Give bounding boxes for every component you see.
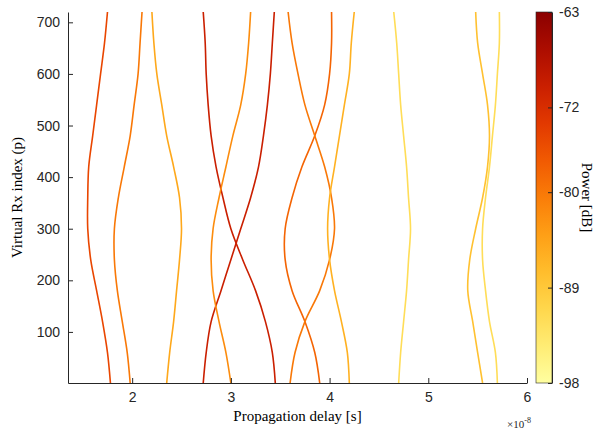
tick-label: 3 xyxy=(227,389,235,405)
y-axis: 100 200 300 400 500 600 700 xyxy=(37,13,73,384)
tick-label: 700 xyxy=(37,14,61,30)
tick: 2 xyxy=(129,378,137,405)
tick: -89 xyxy=(548,280,579,296)
tick: -72 xyxy=(548,99,579,115)
tick: 100 xyxy=(37,324,73,340)
tick-label: 400 xyxy=(37,169,61,185)
colorbar-axis: -63 -72 -80 -89 -98 xyxy=(548,4,579,391)
tick-mark xyxy=(548,383,552,384)
tick-label: 5 xyxy=(425,389,433,405)
trace xyxy=(394,12,411,383)
tick-label: -63 xyxy=(559,4,579,20)
x-axis-title: Propagation delay [s] xyxy=(233,408,361,424)
tick-label: 6 xyxy=(524,389,532,405)
tick: 3 xyxy=(227,378,235,405)
tick: 5 xyxy=(425,378,433,405)
tick-mark xyxy=(68,177,73,178)
x-multiplier-exponent: -8 xyxy=(524,416,531,425)
trace xyxy=(114,12,142,383)
trace xyxy=(482,12,499,383)
plot-area xyxy=(68,12,527,383)
colorbar-axis-line xyxy=(552,13,553,384)
tick-label: 4 xyxy=(326,389,334,405)
x-multiplier-base: ×10 xyxy=(507,418,525,430)
y-axis-title: Virtual Rx index (p) xyxy=(9,137,26,258)
tick-mark xyxy=(548,12,552,13)
traces xyxy=(87,12,499,383)
tick-label: 300 xyxy=(37,221,61,237)
tick: 6 xyxy=(524,378,532,405)
trace xyxy=(284,12,331,383)
y-axis-line xyxy=(68,13,69,384)
colorbar-title: Power [dB] xyxy=(579,163,595,233)
tick-label: 200 xyxy=(37,272,61,288)
tick: -98 xyxy=(548,375,579,391)
tick-mark xyxy=(428,378,429,383)
tick-label: 100 xyxy=(37,324,61,340)
tick: 700 xyxy=(37,14,73,30)
trace xyxy=(203,12,274,383)
colorbar xyxy=(536,12,552,383)
x-axis: 2 3 4 5 6 xyxy=(69,378,532,405)
tick: -63 xyxy=(548,4,579,20)
trace xyxy=(87,12,110,383)
x-axis-line xyxy=(69,383,528,384)
chart: 2 3 4 5 6 100 200 300 400 500 600 700 Propagation de… xyxy=(0,0,596,443)
tick-mark xyxy=(68,229,73,230)
tick-label: 2 xyxy=(129,389,137,405)
tick: 200 xyxy=(37,272,73,288)
tick-mark xyxy=(68,332,73,333)
trace xyxy=(152,12,182,383)
tick-label: -80 xyxy=(559,184,579,200)
tick-mark xyxy=(330,378,331,383)
trace xyxy=(211,12,250,383)
tick: 400 xyxy=(37,169,73,185)
tick: 300 xyxy=(37,221,73,237)
trace xyxy=(328,12,355,383)
tick-label: -72 xyxy=(559,99,579,115)
tick: -80 xyxy=(548,184,579,200)
tick: 600 xyxy=(37,66,73,82)
tick-mark xyxy=(527,378,528,383)
tick-mark xyxy=(68,74,73,75)
tick: 4 xyxy=(326,378,334,405)
tick-label: 600 xyxy=(37,66,61,82)
tick-label: -89 xyxy=(559,280,579,296)
tick-mark xyxy=(548,288,552,289)
tick-mark xyxy=(68,126,73,127)
tick-label: 500 xyxy=(37,117,61,133)
tick-mark xyxy=(548,107,552,108)
tick-label: -98 xyxy=(559,375,579,391)
tick-mark xyxy=(548,192,552,193)
tick-mark xyxy=(68,22,73,23)
x-multiplier: ×10-8 xyxy=(507,416,531,430)
tick: 500 xyxy=(37,117,73,133)
tick-mark xyxy=(68,280,73,281)
tick-mark xyxy=(231,378,232,383)
trace xyxy=(203,12,275,383)
tick-mark xyxy=(132,378,133,383)
trace xyxy=(288,12,334,383)
